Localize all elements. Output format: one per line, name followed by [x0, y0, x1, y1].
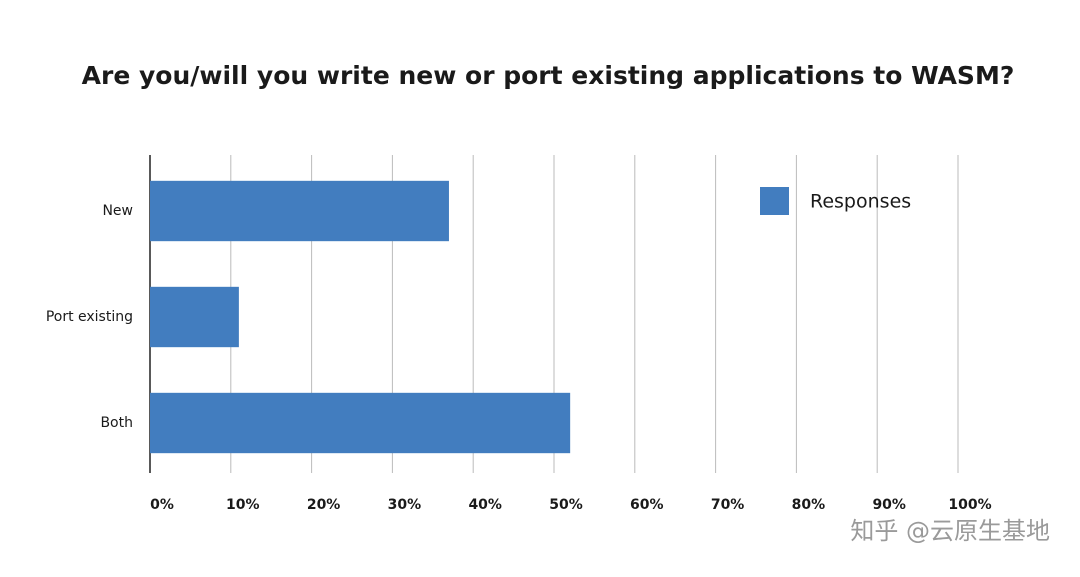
x-tick-label: 60% — [630, 497, 664, 513]
x-tick-label: 20% — [307, 497, 341, 513]
legend-label: Responses — [810, 191, 911, 213]
x-tick-label: 70% — [711, 497, 745, 513]
bar — [150, 392, 571, 454]
x-tick-label: 90% — [872, 497, 906, 513]
x-tick-label: 50% — [549, 497, 583, 513]
x-tick-label: 100% — [948, 497, 991, 513]
x-tick-label: 80% — [792, 497, 826, 513]
y-tick-label: Both — [100, 415, 133, 431]
x-tick-label: 40% — [468, 497, 502, 513]
chart-title: Are you/will you write new or port exist… — [82, 61, 1015, 90]
y-tick-label: New — [102, 203, 133, 219]
x-tick-label: 0% — [150, 497, 174, 513]
bar — [150, 286, 239, 348]
legend-swatch — [760, 187, 789, 215]
bar — [150, 180, 449, 242]
x-tick-label: 30% — [388, 497, 422, 513]
watermark: 知乎 @云原生基地 — [850, 517, 1050, 545]
x-tick-label: 10% — [226, 497, 260, 513]
y-tick-label: Port existing — [46, 309, 133, 325]
